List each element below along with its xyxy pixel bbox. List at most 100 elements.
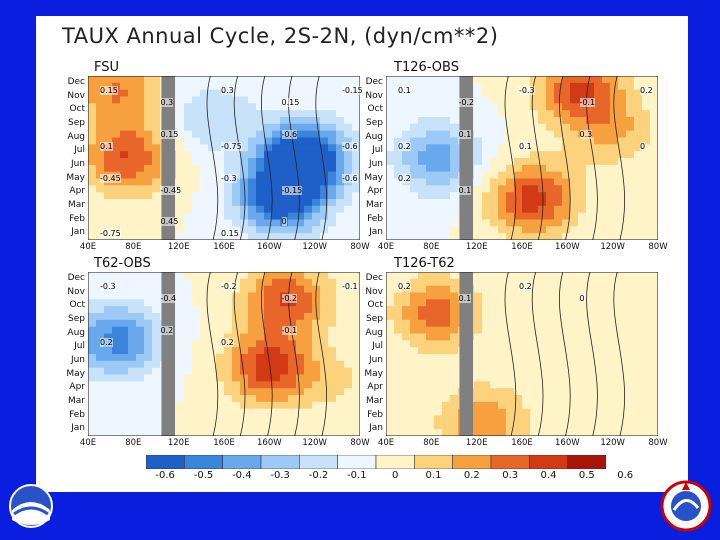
- heat-cell: [394, 151, 403, 159]
- heat-cell: [248, 340, 257, 348]
- heat-cell: [434, 326, 443, 335]
- heat-cell: [578, 429, 587, 436]
- heat-cell: [594, 219, 603, 227]
- heat-cell: [304, 123, 313, 132]
- heat-cell: [200, 123, 209, 132]
- heat-cell: [120, 395, 129, 403]
- heat-cell: [224, 408, 233, 417]
- heat-cell: [240, 96, 249, 104]
- heat-cell: [474, 137, 483, 145]
- heat-cell: [426, 354, 435, 362]
- heat-cell: [184, 408, 193, 417]
- heat-cell: [344, 340, 353, 348]
- heat-cell: [216, 233, 225, 240]
- heat-cell: [280, 415, 289, 423]
- heat-cell: [96, 205, 105, 214]
- heat-cell: [434, 110, 443, 118]
- heat-cell: [280, 360, 289, 369]
- heat-cell: [618, 103, 627, 111]
- heat-cell: [650, 178, 658, 186]
- heat-cell: [506, 360, 515, 369]
- heat-cell: [344, 313, 353, 321]
- heat-cell: [474, 130, 483, 139]
- heat-cell: [538, 164, 547, 173]
- contour-value-label: -0.1: [579, 98, 596, 107]
- heat-cell: [554, 130, 563, 139]
- heat-cell: [426, 429, 435, 436]
- heat-cell: [490, 164, 499, 173]
- heat-cell: [272, 123, 281, 132]
- heat-cell: [200, 340, 209, 348]
- heat-cell: [650, 151, 658, 159]
- longitude-tick-label: 160W: [257, 438, 282, 448]
- heat-cell: [200, 333, 209, 341]
- month-tick-label: May: [364, 172, 383, 183]
- heat-cell: [554, 415, 563, 423]
- heat-cell: [586, 123, 595, 132]
- heat-cell: [562, 272, 571, 280]
- heat-cell: [474, 103, 483, 111]
- heat-cell: [402, 117, 411, 125]
- heat-cell: [442, 360, 451, 369]
- heat-cell: [482, 110, 491, 118]
- heat-cell: [394, 137, 403, 145]
- heat-cell: [538, 299, 547, 307]
- heat-cell: [426, 123, 435, 132]
- heat-cell: [530, 395, 539, 403]
- heat-cell: [642, 381, 651, 389]
- heat-cell: [312, 272, 321, 280]
- heat-cell: [272, 374, 281, 382]
- heat-cell: [192, 285, 201, 294]
- heat-cell: [352, 360, 360, 369]
- heat-cell: [562, 82, 571, 91]
- heat-cell: [522, 185, 531, 193]
- heat-cell: [482, 164, 491, 173]
- heat-cell: [336, 306, 345, 314]
- heat-cell: [402, 319, 411, 328]
- heat-cell: [88, 219, 97, 227]
- heat-cell: [176, 192, 185, 200]
- heat-cell: [96, 326, 105, 335]
- heat-cell: [192, 233, 201, 240]
- heat-cell: [530, 137, 539, 145]
- heat-cell: [264, 340, 273, 348]
- heat-cell: [280, 158, 289, 166]
- heat-cell: [498, 144, 507, 152]
- heat-cell: [442, 415, 451, 423]
- heat-cell: [482, 408, 491, 417]
- heat-cell: [128, 354, 137, 362]
- heat-cell: [304, 354, 313, 362]
- heat-cell: [304, 408, 313, 417]
- heat-cell: [320, 151, 329, 159]
- heat-cell: [136, 144, 145, 152]
- heat-cell: [176, 137, 185, 145]
- heat-cell: [88, 285, 97, 294]
- heat-cell: [522, 374, 531, 382]
- heat-cell: [208, 89, 217, 98]
- heat-cell: [546, 144, 555, 152]
- heat-cell: [304, 205, 313, 214]
- heat-cell: [642, 103, 651, 111]
- heat-cell: [280, 381, 289, 389]
- heat-cell: [296, 278, 305, 287]
- heat-cell: [482, 299, 491, 307]
- heat-cell: [570, 110, 579, 118]
- heat-cell: [224, 395, 233, 403]
- heat-cell: [272, 130, 281, 139]
- heat-cell: [120, 192, 129, 200]
- heat-cell: [386, 388, 395, 396]
- heat-cell: [450, 381, 459, 389]
- heat-cell: [328, 395, 337, 403]
- contour-line: [586, 76, 598, 240]
- heat-cell: [554, 333, 563, 341]
- heat-cell: [602, 278, 611, 287]
- heat-cell: [192, 326, 201, 335]
- heat-cell: [112, 278, 121, 287]
- heat-cell: [418, 171, 427, 180]
- heat-cell: [320, 319, 329, 328]
- heat-cell: [240, 205, 249, 214]
- heat-cell: [570, 354, 579, 362]
- heat-cell: [240, 340, 249, 348]
- heat-cell: [280, 388, 289, 396]
- heat-cell: [394, 354, 403, 362]
